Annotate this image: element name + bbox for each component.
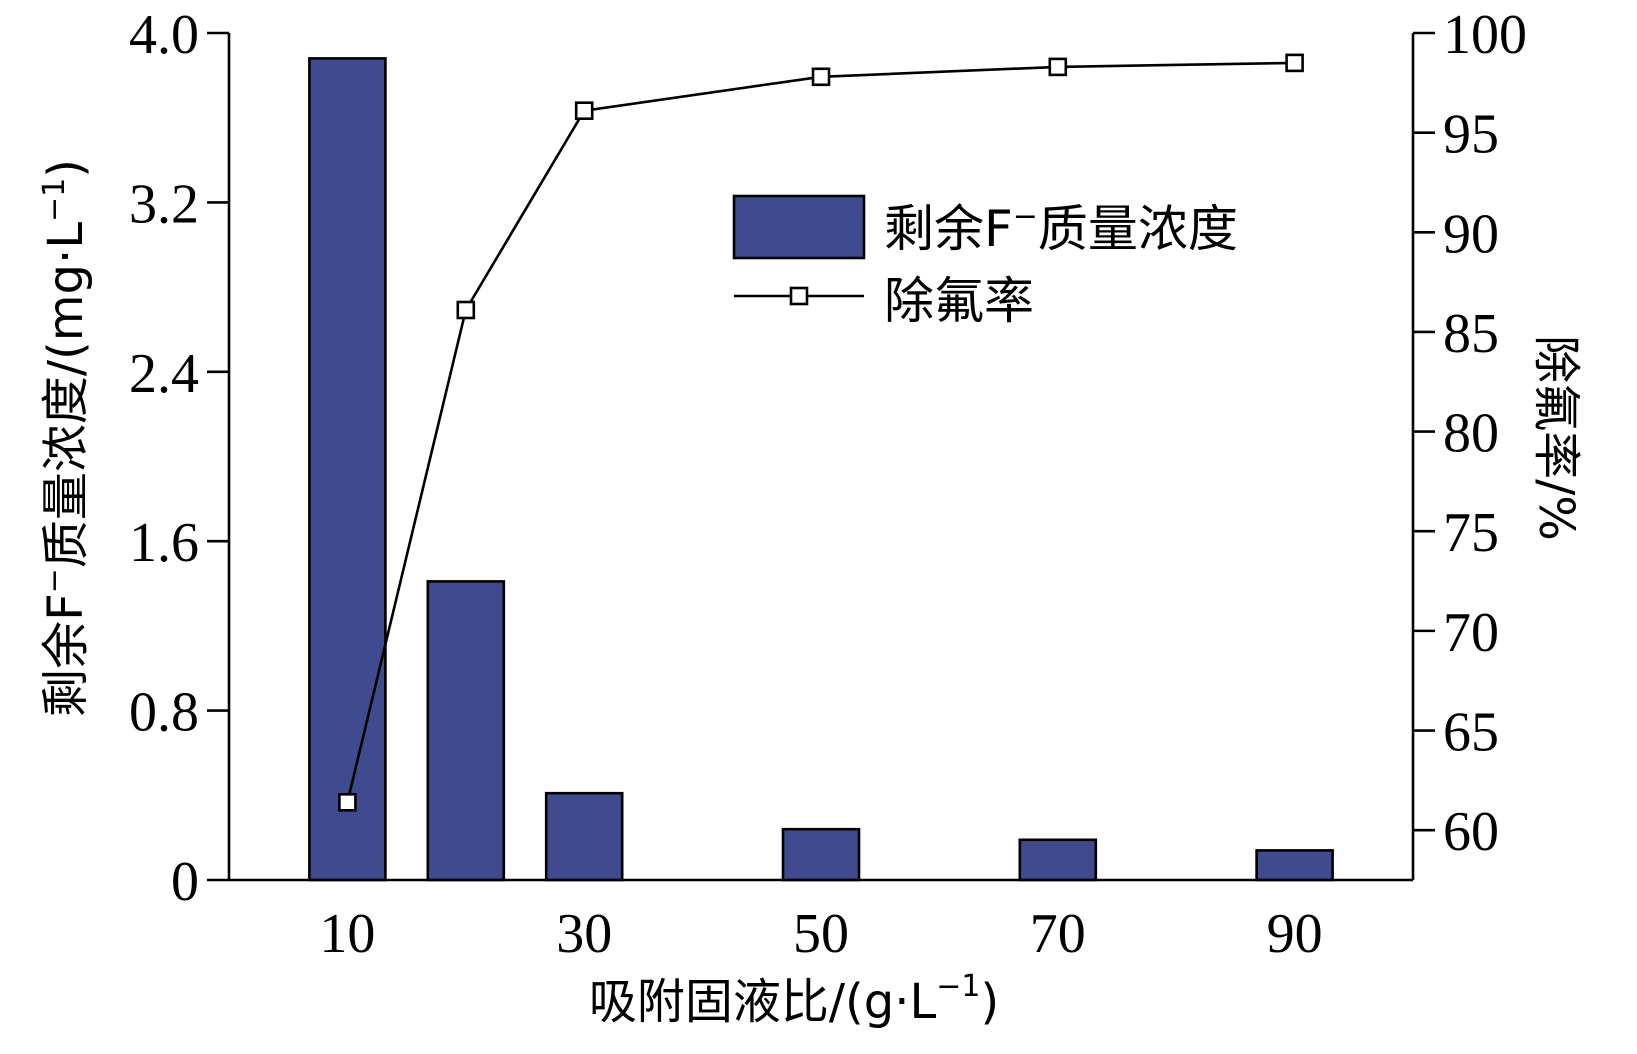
y2-tick-label-80: 80 [1443, 403, 1499, 465]
y-tick-label-0: 0 [171, 851, 199, 913]
y-tick-label-4.0: 4.0 [129, 4, 199, 66]
legend-bar-swatch [732, 194, 866, 260]
legend-line-label: 除氟率 [884, 272, 1034, 330]
x-tick-label-10: 10 [319, 903, 375, 965]
x-axis-title: 吸附固液比/(g·L−1) [589, 969, 999, 1030]
removal-rate-point-90 [1285, 53, 1304, 73]
removal-rate-point-70 [1048, 57, 1068, 77]
y-tick-label-1.6: 1.6 [129, 512, 199, 574]
removal-rate-line [346, 61, 1295, 803]
y2-tick-label-90: 90 [1443, 203, 1499, 265]
x-tick-label-50: 50 [793, 903, 849, 965]
y2-tick-label-65: 65 [1443, 702, 1499, 764]
y-axis-title: 剩余F−质量浓度/(mg·L−1) [37, 159, 94, 717]
removal-rate-point-10 [338, 792, 357, 812]
x-tick-label-30: 30 [556, 903, 612, 965]
bar-30 [544, 791, 624, 882]
y2-tick-label-60: 60 [1443, 801, 1499, 863]
bar-10 [308, 57, 387, 882]
x-tick-label-70: 70 [1030, 903, 1086, 965]
ticks-layer: 0 0.8 1.6 2.4 3.2 4.0 60 65 70 75 80 85 90 95 100 10 30 5… [129, 4, 1527, 965]
y-tick-label-3.2: 3.2 [129, 173, 199, 235]
bar-50 [781, 827, 861, 882]
legend-bar-label: 剩余F−质量浓度 [884, 199, 1238, 258]
x-tick-label-90: 90 [1267, 903, 1323, 965]
y2-tick-label-95: 95 [1443, 104, 1499, 166]
bar-20 [426, 580, 506, 882]
y2-tick-label-70: 70 [1443, 602, 1499, 664]
axes-layer [227, 33, 1415, 882]
removal-rate-point-50 [811, 67, 831, 87]
legend: 剩余F−质量浓度 除氟率 [732, 194, 1238, 330]
y2-tick-label-75: 75 [1443, 502, 1499, 564]
removal-rate-point-20 [456, 300, 476, 320]
bars-layer [308, 57, 1334, 882]
y-tick-label-0.8: 0.8 [129, 682, 199, 744]
y2-tick-label-100: 100 [1443, 4, 1527, 66]
line-layer [338, 53, 1304, 812]
y2-axis-title: 除氟率/% [1528, 335, 1584, 541]
removal-rate-point-30 [574, 101, 594, 120]
bar-70 [1018, 838, 1098, 882]
y2-tick-label-85: 85 [1443, 303, 1499, 365]
bar-90 [1255, 849, 1334, 882]
y-tick-label-2.4: 2.4 [129, 343, 199, 405]
legend-line-marker [789, 286, 809, 306]
